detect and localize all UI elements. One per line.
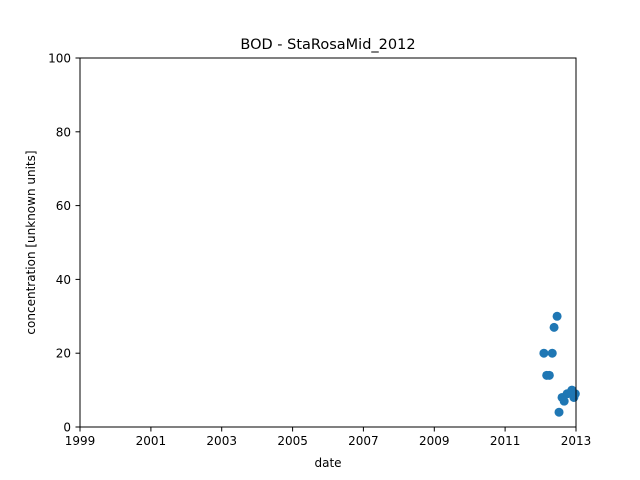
data-point-5 — [552, 311, 562, 321]
y-tick-label-3: 60 — [56, 199, 71, 213]
x-tick-label-6: 2011 — [490, 434, 521, 448]
y-axis-label: concentration [unknown units] — [24, 150, 38, 334]
x-tick-label-7: 2013 — [561, 434, 592, 448]
plot-frame — [79, 57, 577, 428]
y-tick-label-5: 100 — [48, 52, 71, 66]
y-tick-label-4: 80 — [56, 125, 71, 139]
data-point-2 — [544, 370, 554, 380]
y-tick-label-0: 0 — [63, 421, 71, 435]
y-axis: 0 20 40 60 80 100 — [48, 52, 80, 435]
data-point-12 — [570, 389, 580, 399]
data-point-6 — [554, 407, 564, 417]
x-tick-label-4: 2007 — [348, 434, 379, 448]
x-tick-label-3: 2005 — [277, 434, 308, 448]
y-tick-label-1: 20 — [56, 347, 71, 361]
x-axis-label: date — [314, 456, 341, 470]
x-tick-label-5: 2009 — [419, 434, 450, 448]
data-points — [539, 311, 580, 417]
data-point-0 — [539, 348, 549, 358]
chart-title: BOD - StaRosaMid_2012 — [240, 37, 415, 53]
y-tick-label-2: 40 — [56, 273, 71, 287]
x-tick-label-0: 1999 — [65, 434, 96, 448]
x-axis: 1999 2001 2003 2005 2007 2009 2011 2013 — [65, 427, 592, 448]
x-tick-label-2: 2003 — [206, 434, 237, 448]
data-point-3 — [547, 348, 557, 358]
data-point-4 — [549, 322, 559, 332]
x-tick-label-1: 2001 — [136, 434, 167, 448]
data-point-8 — [559, 396, 569, 406]
